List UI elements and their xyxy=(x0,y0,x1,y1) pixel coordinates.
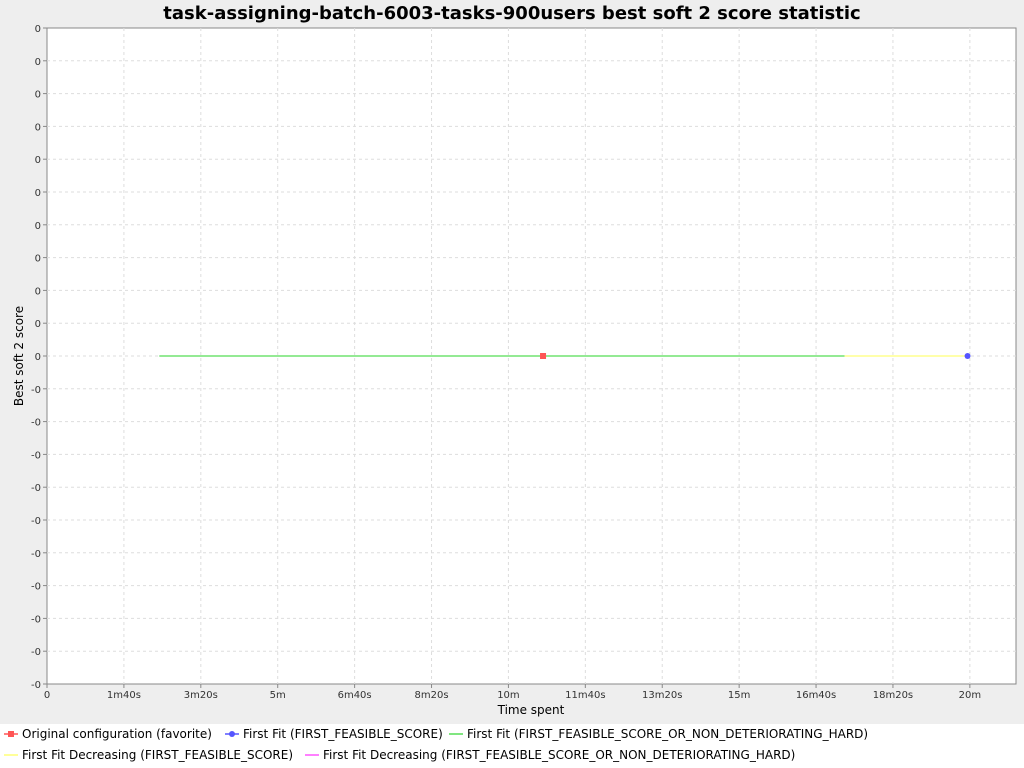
y-tick-label: -0 xyxy=(31,614,41,625)
y-tick-label: -0 xyxy=(31,450,41,461)
series xyxy=(159,353,971,359)
y-tick-label: -0 xyxy=(31,418,41,429)
series-point-0 xyxy=(540,353,547,359)
y-tick-label: 0 xyxy=(35,57,41,68)
x-tick-label: 11m40s xyxy=(565,690,605,701)
chart-title: task-assigning-batch-6003-tasks-900users… xyxy=(163,3,860,24)
legend xyxy=(0,724,1024,768)
x-tick-label: 1m40s xyxy=(107,690,141,701)
y-tick-label: -0 xyxy=(31,549,41,560)
x-tick-label: 5m xyxy=(270,690,286,701)
x-tick-label: 15m xyxy=(728,690,750,701)
legend-label: First Fit Decreasing (FIRST_FEASIBLE_SCO… xyxy=(323,748,795,762)
grid xyxy=(47,28,1016,684)
x-tick-label: 18m20s xyxy=(873,690,913,701)
y-tick-label: -0 xyxy=(31,385,41,396)
legend-label: First Fit (FIRST_FEASIBLE_SCORE_OR_NON_D… xyxy=(467,727,868,741)
legend-label: Original configuration (favorite) xyxy=(22,727,212,741)
legend-marker xyxy=(8,731,14,737)
y-tick-label: 0 xyxy=(35,155,41,166)
legend-label: First Fit Decreasing (FIRST_FEASIBLE_SCO… xyxy=(22,748,293,762)
y-tick-label: 0 xyxy=(35,90,41,101)
y-tick-label: 0 xyxy=(35,24,41,35)
y-tick-label: 0 xyxy=(35,352,41,363)
y-tick-label: -0 xyxy=(31,680,41,691)
y-axis-label: Best soft 2 score xyxy=(12,306,26,406)
x-tick-label: 3m20s xyxy=(184,690,218,701)
x-tick-label: 13m20s xyxy=(642,690,682,701)
y-tick-label: 0 xyxy=(35,319,41,330)
y-tick-label: 0 xyxy=(35,286,41,297)
series-point-1 xyxy=(964,353,971,359)
x-tick-label: 20m xyxy=(959,690,981,701)
y-tick-label: -0 xyxy=(31,483,41,494)
y-tick-label: -0 xyxy=(31,647,41,658)
y-tick-label: 0 xyxy=(35,122,41,133)
x-axis-label: Time spent xyxy=(497,703,565,717)
x-tick-label: 10m xyxy=(497,690,519,701)
x-tick-label: 0 xyxy=(44,690,50,701)
axes: 0 1m40s 3m20s 5m 6m40s 8m20s 10m 11m40s 13m20s 15… xyxy=(31,24,981,701)
x-tick-label: 6m40s xyxy=(338,690,372,701)
y-tick-label: 0 xyxy=(35,221,41,232)
y-tick-label: -0 xyxy=(31,582,41,593)
x-tick-label: 16m40s xyxy=(796,690,836,701)
y-tick-label: -0 xyxy=(31,516,41,527)
y-tick-label: 0 xyxy=(35,254,41,265)
x-tick-label: 8m20s xyxy=(415,690,449,701)
legend-items: Original configuration (favorite) First F… xyxy=(4,727,868,762)
legend-marker xyxy=(229,731,235,737)
legend-label: First Fit (FIRST_FEASIBLE_SCORE) xyxy=(243,727,443,741)
y-tick-label: 0 xyxy=(35,188,41,199)
